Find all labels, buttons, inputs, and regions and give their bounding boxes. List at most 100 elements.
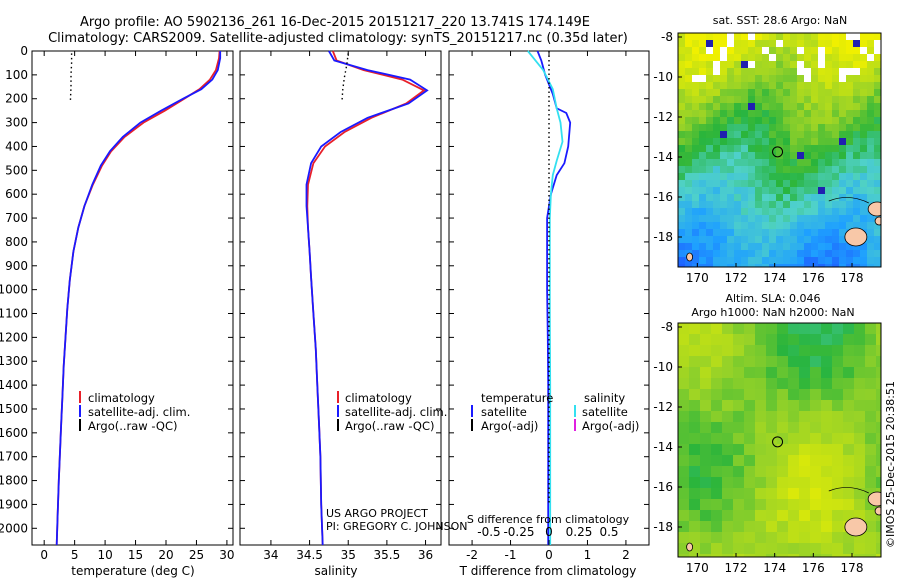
map-cell	[678, 215, 686, 223]
map-cell	[685, 33, 693, 41]
map-cell	[810, 411, 822, 423]
map-cell	[874, 138, 881, 146]
difference-series-0	[536, 50, 572, 545]
map-cell	[699, 117, 707, 125]
map-cell	[874, 250, 881, 258]
map-cell	[854, 411, 866, 423]
map-cell	[783, 180, 791, 188]
map-cell	[700, 433, 712, 445]
map-cell	[790, 222, 798, 230]
map-cell	[678, 455, 690, 467]
map-cell	[734, 82, 742, 90]
map-cell	[797, 33, 805, 41]
map-cell	[762, 33, 770, 41]
map-cell	[818, 152, 826, 160]
map-cell	[818, 194, 826, 202]
map-cell	[811, 131, 819, 139]
map-cell	[699, 89, 707, 97]
map-cell	[689, 334, 701, 346]
map-cell	[713, 257, 721, 265]
map-cell	[804, 33, 812, 41]
map-cell	[766, 378, 778, 390]
map-cell	[755, 40, 763, 48]
map-cell	[853, 145, 861, 153]
map-cell	[825, 47, 833, 55]
legend-argo: Argo(..raw -QC)	[345, 419, 435, 433]
map-cell	[722, 543, 734, 555]
island	[686, 542, 693, 552]
map-cell	[734, 236, 742, 244]
map-cell	[741, 180, 749, 188]
map-cell	[790, 243, 798, 251]
map-cell	[854, 345, 866, 357]
map-cell	[711, 455, 723, 467]
map-cell	[832, 532, 844, 544]
map-cell	[797, 257, 805, 265]
map-cell	[818, 96, 826, 104]
map-cell	[706, 236, 714, 244]
map-cell	[678, 82, 686, 90]
map-cell	[769, 152, 777, 160]
map-cell	[804, 250, 812, 258]
map-cell	[832, 543, 844, 555]
map-cell	[821, 532, 833, 544]
map-cell	[700, 400, 712, 412]
map-cell	[769, 68, 777, 76]
map-cell	[818, 250, 826, 258]
map-cell	[853, 264, 861, 267]
map-cell	[700, 323, 712, 335]
map-cell	[692, 264, 700, 267]
map-cell	[799, 367, 811, 379]
map-cell	[832, 201, 840, 209]
y-tick-label: 1800	[0, 474, 28, 488]
map-cell	[876, 554, 881, 557]
map-cell	[867, 103, 875, 111]
map-cell	[832, 499, 844, 511]
map-cell	[706, 117, 714, 125]
map-cell	[776, 194, 784, 202]
map-cell	[766, 389, 778, 401]
map-cell	[867, 96, 875, 104]
map-cell	[692, 89, 700, 97]
map-cell	[818, 236, 826, 244]
map-cell	[713, 194, 721, 202]
map-cell	[748, 40, 756, 48]
map-cell	[678, 236, 686, 244]
map-cell	[755, 173, 763, 181]
map-cell	[678, 488, 690, 500]
map-cell	[811, 117, 819, 125]
map-cell	[854, 334, 866, 346]
map-cell	[744, 521, 756, 533]
map-cell	[720, 236, 728, 244]
map-cell	[692, 33, 700, 41]
map-cell	[766, 455, 778, 467]
map-cell	[711, 422, 723, 434]
map-cell	[678, 138, 686, 146]
map-cell	[843, 422, 855, 434]
map-cell	[741, 47, 749, 55]
map-cell	[734, 89, 742, 97]
map-cell	[692, 173, 700, 181]
map-cell	[727, 187, 735, 195]
map-cell	[811, 124, 819, 132]
map-cell	[755, 488, 767, 500]
map-cell	[744, 532, 756, 544]
map-cell	[748, 145, 756, 153]
map-cell	[678, 173, 686, 181]
map-cell	[755, 103, 763, 111]
map-cell	[713, 173, 721, 181]
map-cell	[748, 75, 756, 83]
map-cell	[689, 422, 701, 434]
map-cell	[843, 488, 855, 500]
x-top-tick-label: -0.5	[477, 525, 500, 539]
map-cell	[748, 250, 756, 258]
map-cell	[734, 180, 742, 188]
map-cell	[769, 33, 777, 41]
map-cell	[867, 166, 875, 174]
map-cell	[854, 400, 866, 412]
map-cell	[865, 345, 877, 357]
map-cell	[722, 477, 734, 489]
map-cell	[706, 61, 714, 69]
map-cell	[825, 236, 833, 244]
map-cell	[689, 510, 701, 522]
